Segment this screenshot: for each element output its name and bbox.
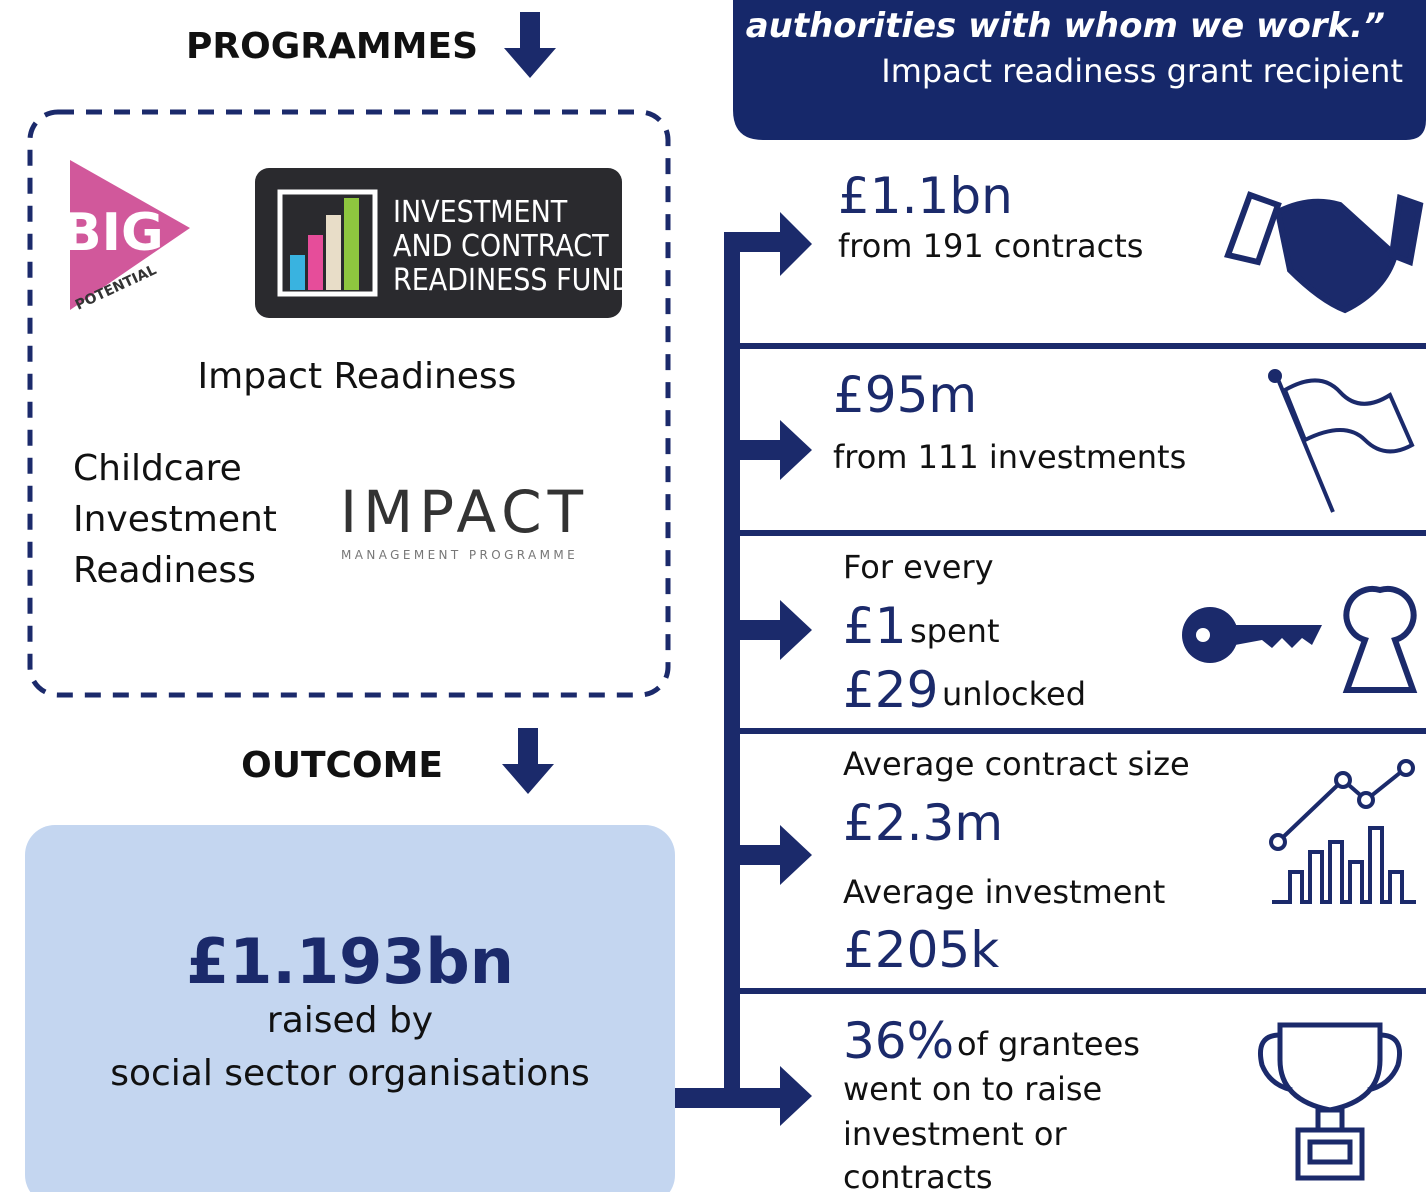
fund-logo-line: AND CONTRACT [393, 229, 609, 264]
stat-text: For every [843, 548, 994, 586]
fund-logo-bar [326, 215, 341, 290]
handshake-icon [1224, 191, 1424, 314]
arrows [724, 212, 812, 1126]
separator [740, 530, 1426, 536]
trophy-icon [1258, 1022, 1402, 1181]
big-potential-logo [70, 160, 190, 310]
right-arrow [740, 420, 812, 480]
outcome-line: raised by [267, 1000, 433, 1041]
stat-text: from 191 contracts [838, 227, 1143, 265]
fund-logo-bar [308, 235, 323, 290]
separator [740, 343, 1426, 349]
programmes-box [27, 109, 671, 698]
right-arrow [740, 825, 812, 885]
fund-logo-line: INVESTMENT [393, 195, 568, 230]
separator [740, 728, 1426, 734]
stat-text: investment or [843, 1115, 1067, 1153]
stat-text: contracts [843, 1158, 993, 1192]
big-logo-text: BIG [62, 203, 164, 263]
right-arrow [724, 212, 812, 276]
childcare-line: Readiness [73, 550, 256, 591]
connector [675, 1088, 740, 1108]
impact-logo-tagline: MANAGEMENT PROGRAMME [341, 548, 578, 562]
impact-readiness: Impact Readiness [198, 356, 517, 397]
stat-amount: £2.3m [843, 794, 1003, 852]
quote-box [733, 0, 1426, 140]
key-icon [1182, 585, 1418, 693]
stat-text: spent [910, 612, 1000, 650]
stat-text: Average investment [843, 873, 1165, 911]
impact-logo-text: IMPACT [340, 478, 589, 546]
down-arrow [502, 728, 554, 794]
stat-text: Average contract size [843, 745, 1190, 783]
stat-amount: £1 [843, 597, 907, 655]
stat-text: of grantees [957, 1025, 1140, 1063]
connector [724, 232, 740, 1108]
fund-logo-bar [290, 255, 305, 290]
stat-amount: £29 [843, 661, 938, 719]
fund-logo-frame [277, 189, 378, 297]
fund-logo-bar [344, 198, 359, 290]
stat-amount: £95m [833, 366, 977, 424]
outcome-heading: OUTCOME [241, 745, 443, 786]
right-arrow [740, 1066, 812, 1126]
down-arrow [504, 12, 556, 78]
stat-text: unlocked [942, 675, 1086, 713]
outcome-amount: £1.193bn [186, 925, 514, 998]
fund-logo-line: READINESS FUND [393, 263, 632, 298]
stat-amount: £205k [843, 921, 999, 979]
childcare-line: Childcare [73, 448, 242, 489]
programmes-heading: PROGRAMMES [186, 26, 478, 67]
stat-amount: 36% [843, 1012, 954, 1070]
stat-text: went on to raise [843, 1070, 1102, 1108]
separator [740, 988, 1426, 994]
stat-text: from 111 investments [833, 438, 1186, 476]
outcome-line: social sector organisations [110, 1053, 590, 1094]
growth-chart-icon [1269, 759, 1416, 904]
childcare-line: Investment [73, 499, 277, 540]
quote-attribution: Impact readiness grant recipient [881, 52, 1403, 90]
right-arrow [740, 600, 812, 660]
outcome-box [25, 825, 675, 1192]
stat-amount: £1.1bn [838, 167, 1013, 225]
flag-icon [1268, 369, 1415, 513]
quote-text: authorities with whom we work.” [746, 6, 1385, 46]
